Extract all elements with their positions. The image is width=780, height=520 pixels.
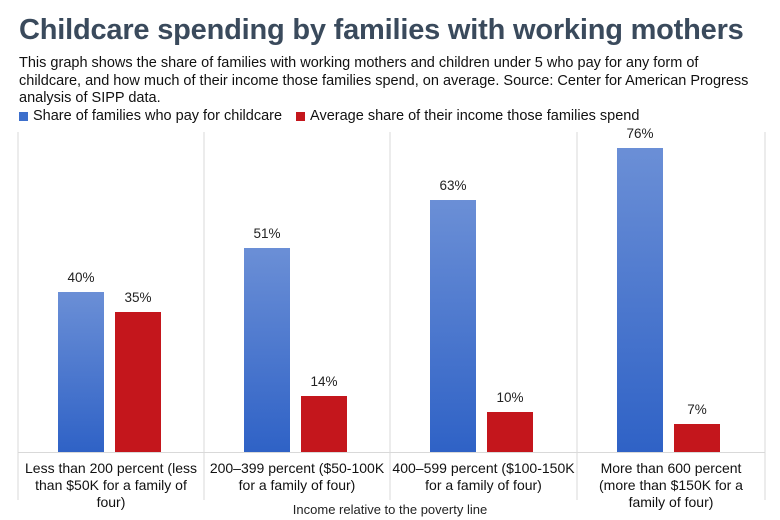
bar-label-share-pay-1: 51% <box>253 226 280 241</box>
bar-label-share-pay-2: 63% <box>439 178 466 193</box>
category-labels: Less than 200 percent (less than $50K for… <box>25 460 743 510</box>
category-label-2: 400–599 percent ($100-150K for a family o… <box>392 460 575 493</box>
bar-income-share-1 <box>301 396 347 452</box>
legend-item-share-pay: Share of families who pay for childcare <box>19 108 282 124</box>
legend-swatch-blue <box>19 111 28 121</box>
bar-income-share-0 <box>115 312 161 452</box>
category-label-1: 200–399 percent ($50-100K for a family of… <box>210 460 385 493</box>
bar-income-share-2 <box>487 412 533 452</box>
bar-label-income-share-3: 7% <box>687 402 707 417</box>
chart-subtitle: This graph shows the share of families w… <box>19 55 749 106</box>
x-axis-title: Income relative to the poverty line <box>293 502 487 517</box>
bar-share-pay-1 <box>244 248 290 452</box>
bars <box>58 148 720 452</box>
bar-label-income-share-1: 14% <box>310 374 337 389</box>
category-label-0: Less than 200 percent (less than $50K for… <box>25 460 197 510</box>
bar-label-share-pay-0: 40% <box>67 270 94 285</box>
bar-value-labels: 40% 35% 51% 14% 63% 10% 76% 7% <box>67 126 706 417</box>
category-label-3: More than 600 percent (more than $150K fo… <box>599 460 743 510</box>
bar-label-income-share-0: 35% <box>124 290 151 305</box>
bar-label-income-share-2: 10% <box>496 390 523 405</box>
group-dividers <box>17 132 766 500</box>
legend-item-income-share: Average share of their income those fami… <box>296 108 639 124</box>
chart-title: Childcare spending by families with work… <box>19 14 744 46</box>
bar-share-pay-3 <box>617 148 663 452</box>
bar-income-share-3 <box>674 424 720 452</box>
legend: Share of families who pay for childcare … <box>19 108 653 124</box>
bar-share-pay-2 <box>430 200 476 452</box>
bar-share-pay-0 <box>58 292 104 452</box>
legend-label-share-pay: Share of families who pay for childcare <box>33 108 283 124</box>
legend-label-income-share: Average share of their income those fami… <box>310 108 640 124</box>
bar-label-share-pay-3: 76% <box>626 126 653 141</box>
legend-swatch-red <box>296 111 306 121</box>
